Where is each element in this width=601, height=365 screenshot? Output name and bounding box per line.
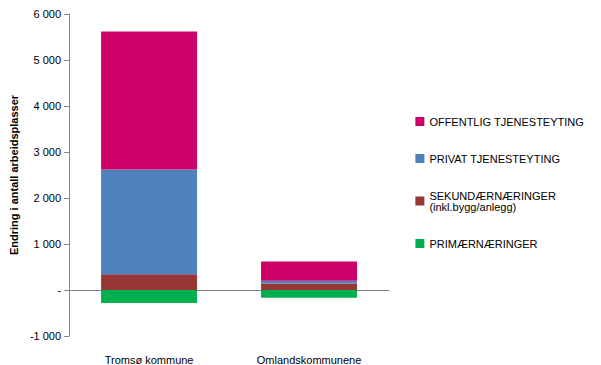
svg-text:5 000: 5 000 — [34, 54, 62, 66]
svg-text:2 000: 2 000 — [34, 192, 62, 204]
svg-text:PRIMÆRNÆRINGER: PRIMÆRNÆRINGER — [429, 238, 537, 250]
svg-text:3 000: 3 000 — [34, 146, 62, 158]
svg-text:SEKUNDÆRNÆRINGER: SEKUNDÆRNÆRINGER — [429, 189, 556, 202]
svg-text:OFFENTLIG TJENESTEYTING: OFFENTLIG TJENESTEYTING — [429, 116, 583, 128]
svg-text:4 000: 4 000 — [34, 100, 62, 112]
svg-text:-1 000: -1 000 — [30, 330, 61, 342]
svg-text:PRIVAT TJENESTEYTING: PRIVAT TJENESTEYTING — [429, 153, 560, 165]
svg-text:6 000: 6 000 — [34, 8, 62, 20]
svg-text:1 000: 1 000 — [34, 238, 62, 250]
svg-text:-: - — [57, 284, 61, 296]
svg-text:Omlandskommunene: Omlandskommunene — [257, 354, 362, 365]
svg-text:Endring i antall arbeidsplasse: Endring i antall arbeidsplasser — [8, 94, 20, 255]
svg-text:Tromsø kommune: Tromsø kommune — [105, 354, 194, 365]
svg-text:(inkl.bygg/anlegg): (inkl.bygg/anlegg) — [429, 201, 516, 213]
